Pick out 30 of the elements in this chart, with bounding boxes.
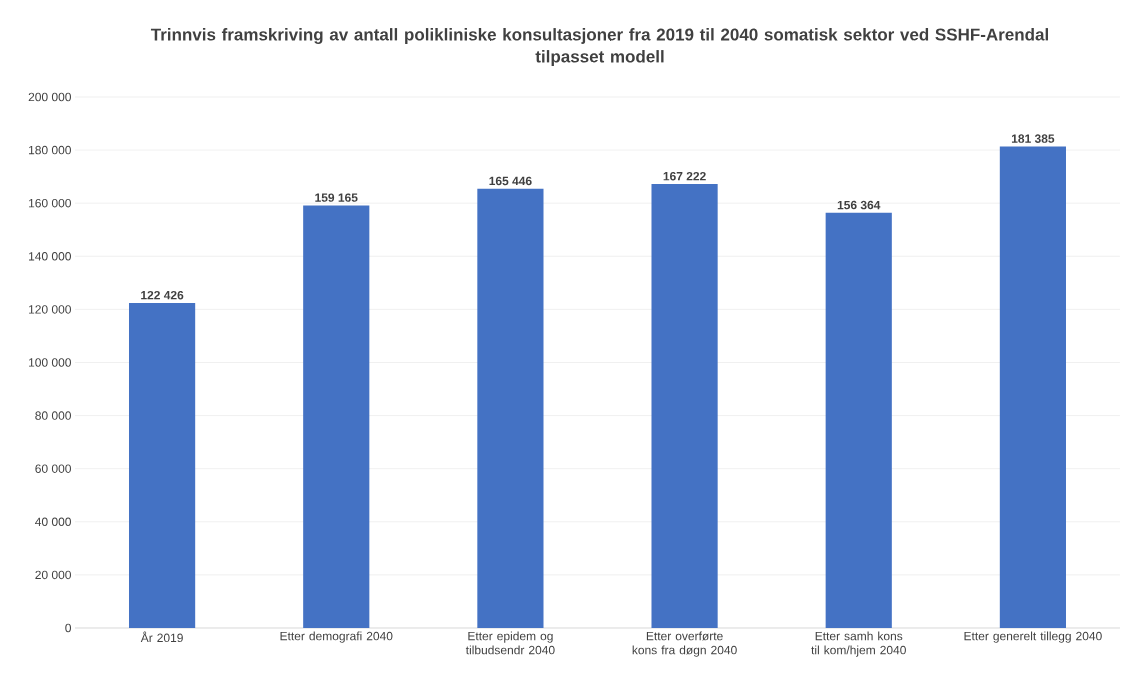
x-tick-label: Etter demografi 2040 bbox=[280, 631, 393, 643]
y-tick-label: 60 000 bbox=[35, 464, 71, 473]
chart-title: Trinnvis framskriving av antall polikliniske konsultasjoner fra 2019 til 2040 somatisk sektor ved SSHF-Arendal tilpasset modell bbox=[150, 28, 1048, 66]
bar bbox=[477, 188, 544, 628]
data-label: 156 364 bbox=[837, 200, 881, 210]
y-tick-label: 20 000 bbox=[35, 570, 71, 580]
x-tick-label: Etter samh kons til kom/hjem 2040 bbox=[811, 631, 906, 657]
x-tick-label: Etter epidem og tilbudsendr 2040 bbox=[465, 631, 555, 655]
y-tick-label: 180 000 bbox=[29, 145, 71, 155]
bar bbox=[825, 212, 892, 628]
data-label: 181 385 bbox=[1011, 134, 1055, 143]
data-label: 122 426 bbox=[141, 290, 184, 300]
y-tick-label: 0 bbox=[65, 623, 72, 633]
x-tick-label: Etter overførte kons fra døgn 2040 bbox=[632, 631, 737, 657]
bar bbox=[651, 184, 718, 628]
bar bbox=[999, 146, 1066, 628]
y-tick-label: 120 000 bbox=[29, 305, 71, 314]
x-tick-label: År 2019 bbox=[140, 631, 183, 643]
x-tick-label: Etter generelt tillegg 2040 bbox=[964, 631, 1102, 643]
y-tick-label: 140 000 bbox=[29, 252, 71, 261]
y-tick-label: 100 000 bbox=[29, 358, 71, 367]
data-label: 167 222 bbox=[663, 171, 706, 181]
data-label: 159 165 bbox=[315, 193, 358, 202]
y-tick-label: 40 000 bbox=[35, 517, 71, 527]
y-tick-label: 200 000 bbox=[28, 92, 71, 102]
bar bbox=[129, 302, 196, 628]
bar bbox=[303, 205, 370, 628]
y-tick-label: 160 000 bbox=[29, 198, 71, 208]
y-tick-label: 80 000 bbox=[35, 411, 71, 420]
data-label: 165 446 bbox=[489, 176, 532, 186]
